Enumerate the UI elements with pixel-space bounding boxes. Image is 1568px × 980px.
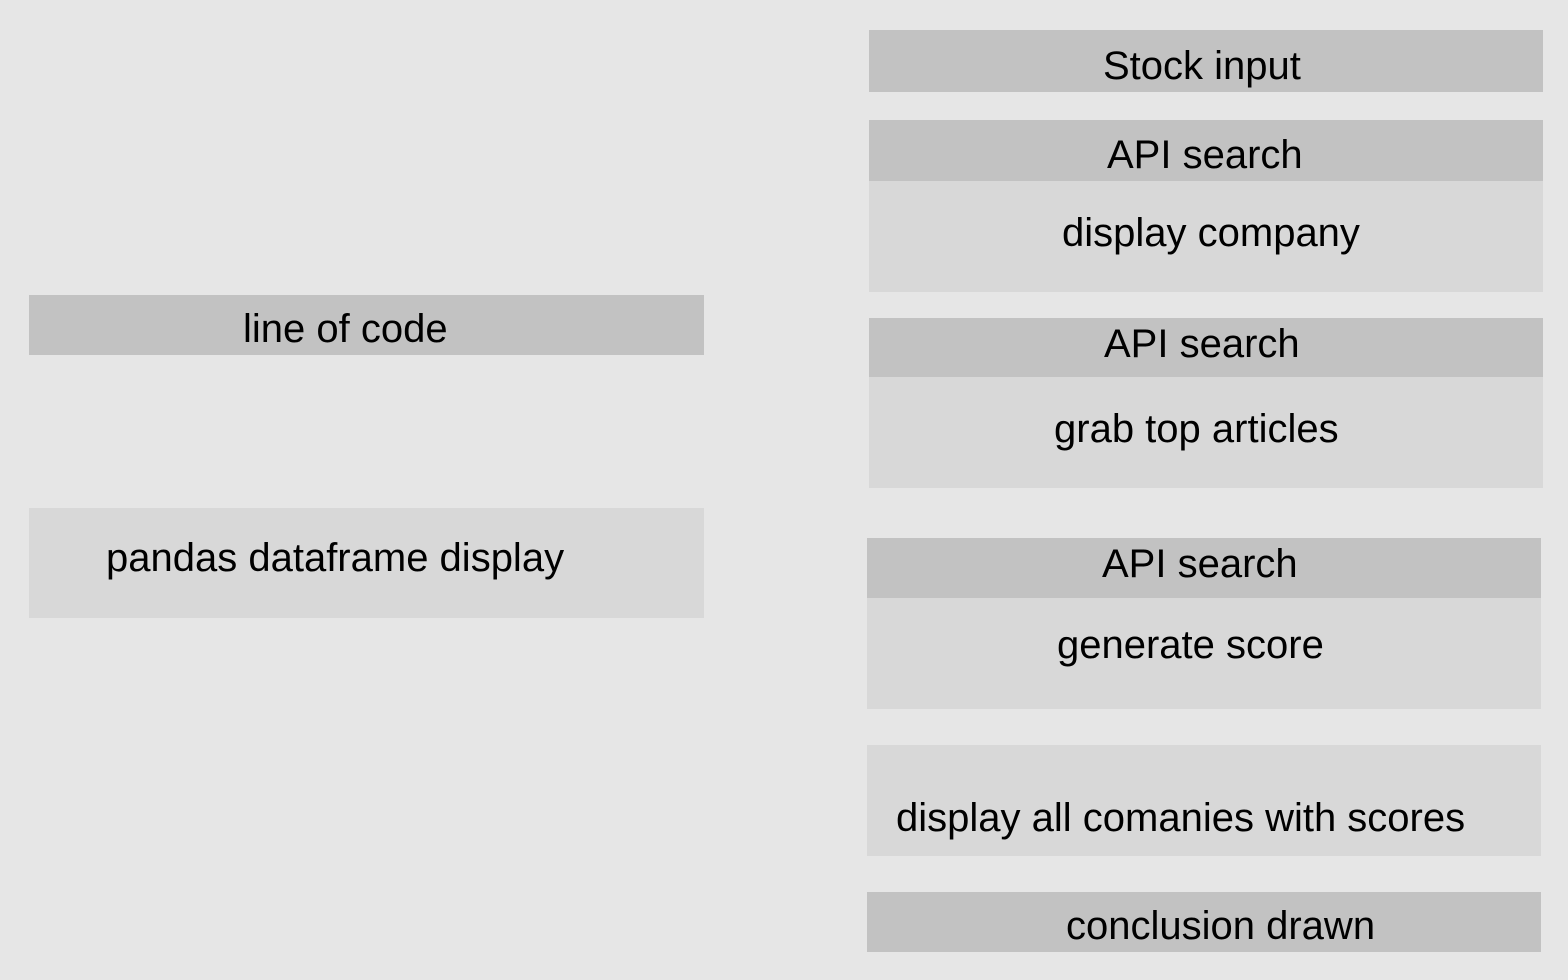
api-search-header: API search: [869, 318, 1543, 377]
generate-score-step: API search generate score: [867, 538, 1541, 709]
api-search-header: API search: [867, 538, 1541, 598]
line-of-code-box: line of code: [29, 295, 704, 355]
stock-input-label: Stock input: [1103, 44, 1301, 88]
line-of-code-label: line of code: [243, 307, 448, 351]
api-search-label: API search: [1102, 542, 1298, 586]
api-search-label: API search: [1104, 322, 1300, 366]
dataframe-display-box: pandas dataframe display: [29, 508, 704, 618]
grab-articles-label: grab top articles: [1054, 407, 1339, 451]
dataframe-display-label: pandas dataframe display: [106, 536, 565, 580]
api-search-label: API search: [1107, 133, 1303, 177]
conclusion-box: conclusion drawn: [867, 892, 1541, 952]
conclusion-label: conclusion drawn: [1066, 904, 1376, 948]
grab-articles-body: grab top articles: [869, 377, 1543, 488]
display-company-label: display company: [1062, 211, 1360, 255]
grab-articles-step: API search grab top articles: [869, 318, 1543, 488]
display-all-companies-box: display all comanies with scores: [867, 745, 1541, 856]
stock-input-box: Stock input: [869, 30, 1543, 92]
generate-score-body: generate score: [867, 598, 1541, 709]
generate-score-label: generate score: [1057, 623, 1324, 667]
display-company-body: display company: [869, 181, 1543, 292]
display-all-companies-label: display all comanies with scores: [896, 796, 1466, 840]
display-company-step: API search display company: [869, 120, 1543, 292]
api-search-header: API search: [869, 120, 1543, 181]
